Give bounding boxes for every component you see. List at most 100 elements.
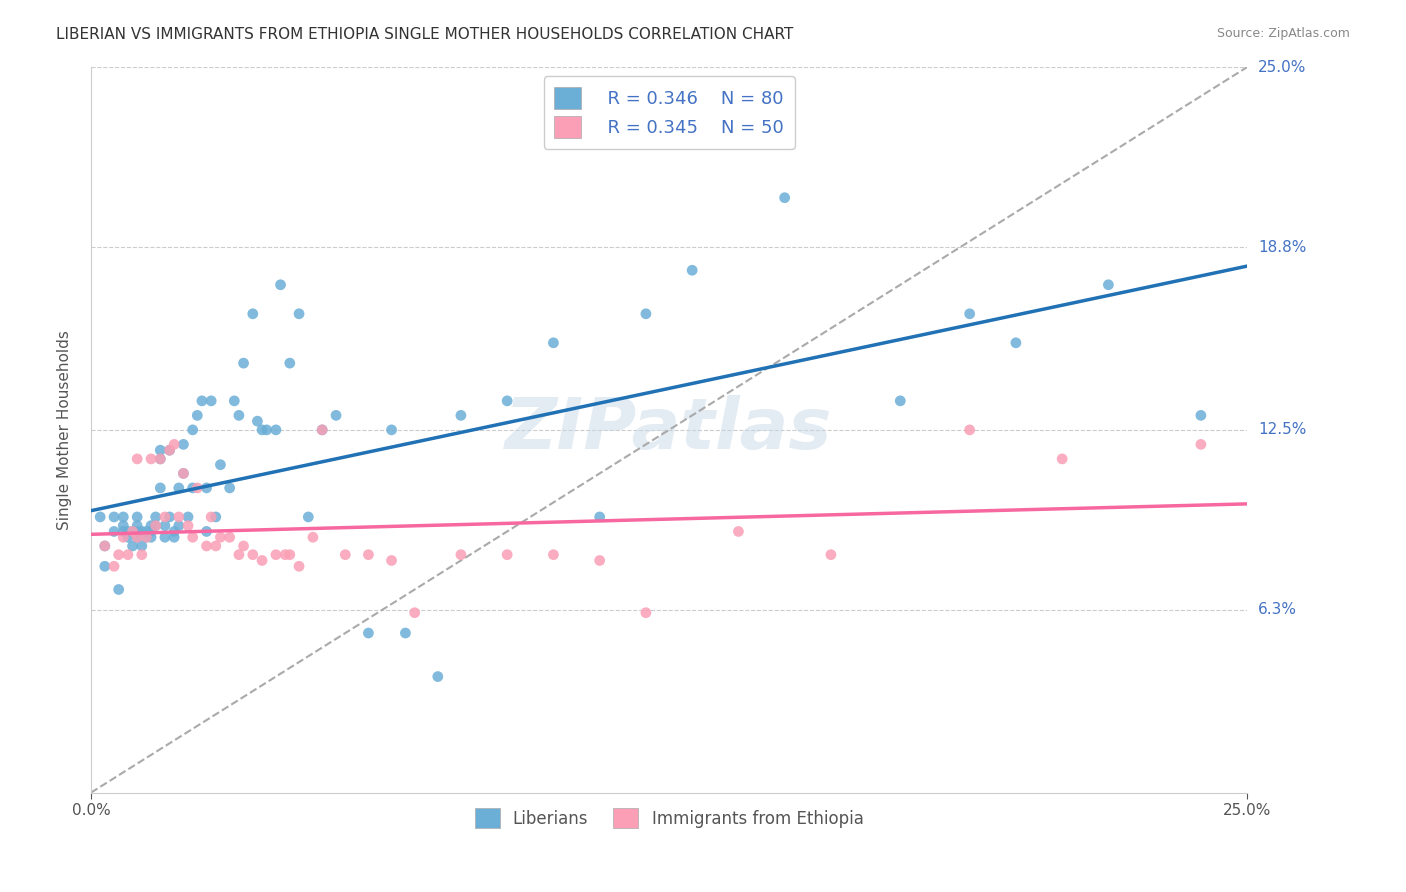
Point	[112, 510, 135, 524]
Point	[278, 548, 301, 562]
Point	[357, 626, 380, 640]
Point	[250, 553, 273, 567]
Point	[274, 548, 297, 562]
Point	[139, 524, 162, 539]
Point	[139, 451, 162, 466]
Point	[131, 539, 153, 553]
Point	[228, 409, 250, 423]
Text: 12.5%: 12.5%	[1258, 423, 1306, 437]
Point	[94, 539, 117, 553]
Point	[195, 481, 218, 495]
Text: ZIPatlas: ZIPatlas	[505, 395, 832, 465]
Point	[159, 443, 181, 458]
Point	[145, 518, 167, 533]
Point	[135, 524, 157, 539]
Point	[450, 409, 472, 423]
Point	[112, 530, 135, 544]
Point	[242, 307, 264, 321]
Point	[181, 530, 204, 544]
Point	[145, 518, 167, 533]
Point	[889, 393, 911, 408]
Point	[195, 539, 218, 553]
Point	[820, 548, 842, 562]
Point	[153, 510, 176, 524]
Point	[167, 481, 190, 495]
Point	[589, 553, 612, 567]
Point	[172, 467, 194, 481]
Point	[1005, 335, 1028, 350]
Text: LIBERIAN VS IMMIGRANTS FROM ETHIOPIA SINGLE MOTHER HOUSEHOLDS CORRELATION CHART: LIBERIAN VS IMMIGRANTS FROM ETHIOPIA SIN…	[56, 27, 793, 42]
Point	[103, 559, 125, 574]
Point	[634, 307, 657, 321]
Legend: Liberians, Immigrants from Ethiopia: Liberians, Immigrants from Ethiopia	[468, 801, 870, 835]
Point	[959, 307, 981, 321]
Point	[1189, 437, 1212, 451]
Point	[256, 423, 278, 437]
Point	[209, 530, 232, 544]
Text: Source: ZipAtlas.com: Source: ZipAtlas.com	[1216, 27, 1350, 40]
Point	[127, 451, 149, 466]
Point	[773, 191, 796, 205]
Point	[117, 530, 139, 544]
Point	[163, 437, 186, 451]
Point	[121, 524, 143, 539]
Point	[135, 530, 157, 544]
Point	[311, 423, 333, 437]
Point	[191, 393, 214, 408]
Point	[242, 548, 264, 562]
Point	[250, 423, 273, 437]
Point	[270, 277, 292, 292]
Point	[543, 548, 565, 562]
Point	[727, 524, 749, 539]
Text: 25.0%: 25.0%	[1258, 60, 1306, 75]
Point	[1189, 409, 1212, 423]
Point	[149, 443, 172, 458]
Point	[335, 548, 357, 562]
Point	[195, 524, 218, 539]
Point	[218, 530, 240, 544]
Point	[153, 518, 176, 533]
Point	[181, 423, 204, 437]
Point	[167, 510, 190, 524]
Point	[103, 510, 125, 524]
Point	[94, 539, 117, 553]
Point	[200, 393, 222, 408]
Point	[325, 409, 347, 423]
Point	[127, 518, 149, 533]
Point	[159, 443, 181, 458]
Point	[163, 524, 186, 539]
Point	[172, 437, 194, 451]
Point	[496, 548, 519, 562]
Point	[426, 669, 449, 683]
Point	[218, 481, 240, 495]
Point	[131, 548, 153, 562]
Point	[94, 559, 117, 574]
Point	[209, 458, 232, 472]
Point	[232, 539, 254, 553]
Point	[167, 518, 190, 533]
Point	[380, 553, 402, 567]
Point	[394, 626, 416, 640]
Point	[112, 518, 135, 533]
Point	[153, 530, 176, 544]
Point	[380, 423, 402, 437]
Point	[224, 393, 246, 408]
Point	[107, 582, 129, 597]
Point	[149, 481, 172, 495]
Point	[181, 481, 204, 495]
Point	[288, 559, 311, 574]
Point	[543, 335, 565, 350]
Point	[121, 539, 143, 553]
Point	[264, 548, 287, 562]
Point	[163, 530, 186, 544]
Point	[681, 263, 703, 277]
Point	[297, 510, 319, 524]
Point	[204, 539, 226, 553]
Point	[228, 548, 250, 562]
Point	[121, 524, 143, 539]
Point	[200, 510, 222, 524]
Point	[127, 530, 149, 544]
Point	[177, 518, 200, 533]
Text: 18.8%: 18.8%	[1258, 240, 1306, 254]
Point	[127, 510, 149, 524]
